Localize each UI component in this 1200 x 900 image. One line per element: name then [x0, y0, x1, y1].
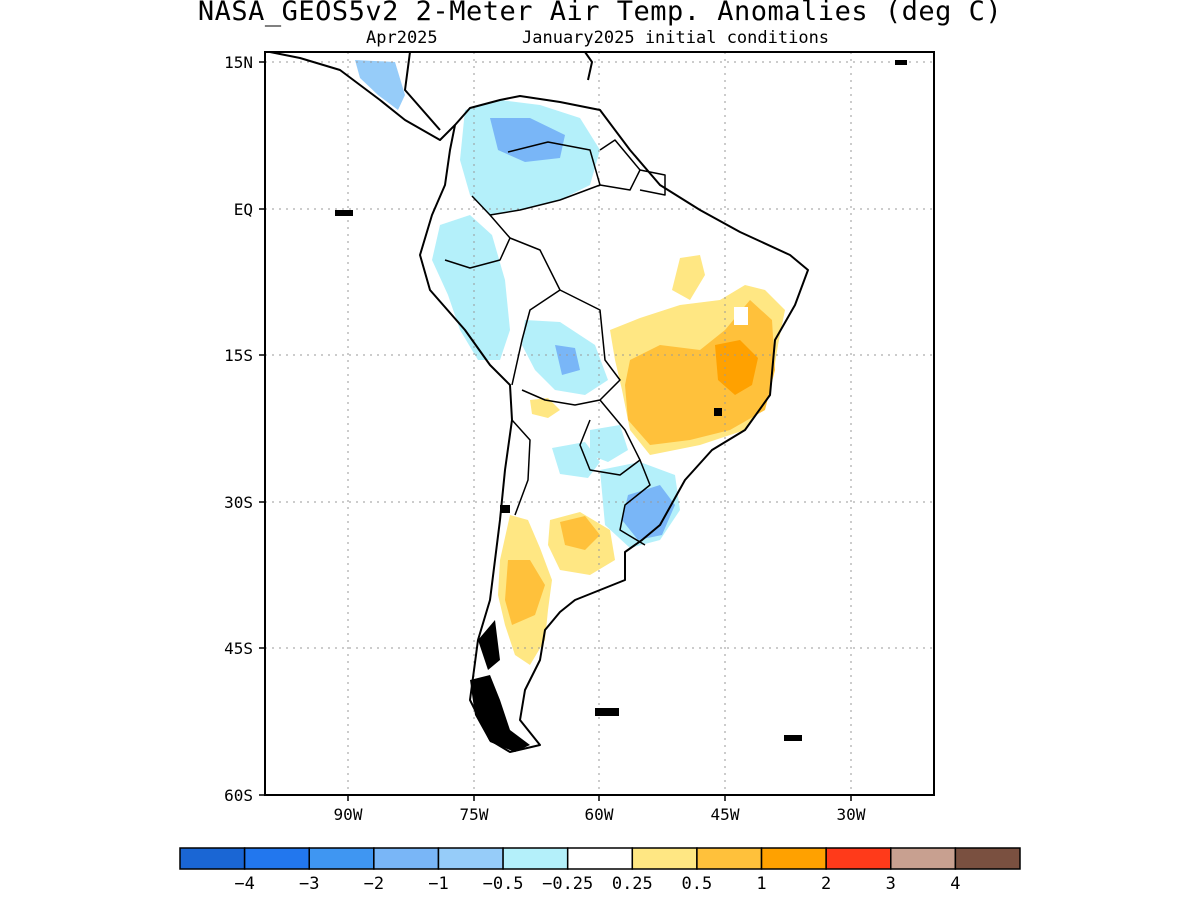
initial-conditions-label: January2025 initial conditions — [522, 28, 830, 48]
lat-label-15n: 15N — [224, 53, 253, 72]
colorbar-swatch — [954, 847, 1021, 870]
lat-label-45s: 45S — [224, 639, 253, 658]
colorbar-swatch — [760, 847, 827, 870]
colorbar-swatch — [243, 847, 310, 870]
coastlines — [269, 52, 809, 753]
lon-label-90w: 90W — [334, 805, 363, 824]
lon-label-30w: 30W — [837, 805, 866, 824]
axis-ticks — [259, 61, 852, 801]
colorbar-label: −1 — [428, 874, 448, 894]
lat-label-60s: 60S — [224, 786, 253, 805]
colorbar: −4 −3 −2 −1 −0.5 −0.25 0.25 0.5 1 2 3 4 — [179, 847, 1021, 894]
lon-label-45w: 45W — [711, 805, 740, 824]
warm-anomaly-chaco — [530, 398, 560, 418]
islands — [335, 60, 907, 752]
lon-label-75w: 75W — [460, 805, 489, 824]
colorbar-label: −2 — [364, 874, 384, 894]
lon-label-60w: 60W — [585, 805, 614, 824]
map-grid — [265, 52, 934, 795]
colorbar-swatch — [696, 847, 763, 870]
colorbar-label: 4 — [950, 874, 960, 894]
colorbar-swatch — [566, 847, 634, 870]
central-america-land — [270, 52, 455, 140]
forecast-month: Apr2025 — [366, 28, 438, 48]
cool-anomaly-colombia-core — [490, 118, 565, 162]
warm-anomaly-brazil-core — [625, 300, 775, 445]
colorbar-label: −0.5 — [483, 874, 524, 894]
chart-title: NASA_GEOS5v2 2-Meter Air Temp. Anomalies… — [197, 0, 1003, 27]
warm-anomaly-brazil-north — [672, 255, 705, 300]
colorbar-label: 2 — [821, 874, 831, 894]
colorbar-swatch — [890, 847, 957, 870]
warm-anomaly-brazil-peak — [715, 340, 758, 395]
colorbar-label: 3 — [886, 874, 896, 894]
colorbar-label: 1 — [756, 874, 766, 894]
cool-anomaly-central-america — [355, 60, 405, 110]
colorbar-label: 0.5 — [682, 874, 713, 894]
colorbar-label: −3 — [299, 874, 319, 894]
missing-data-cell — [734, 307, 748, 325]
colorbar-swatch — [437, 847, 504, 870]
warm-anomaly-patagonia-core — [505, 560, 545, 625]
cool-anomaly-argentina-north — [552, 442, 600, 478]
colorbar-label: −4 — [234, 874, 254, 894]
lat-label-eq: EQ — [234, 200, 253, 219]
colorbar-label: 0.25 — [612, 874, 653, 894]
colorbar-label: −0.25 — [542, 874, 593, 894]
colorbar-swatch — [825, 847, 892, 870]
cool-anomaly-south-brazil-core — [622, 485, 675, 540]
colorbar-swatch — [631, 847, 698, 870]
colorbar-swatch — [179, 847, 246, 870]
colorbar-swatch — [308, 847, 375, 870]
map-area — [270, 52, 808, 752]
cool-anomaly-peru — [432, 215, 510, 360]
lat-label-30s: 30S — [224, 493, 253, 512]
colorbar-swatch — [502, 847, 569, 870]
lat-label-15s: 15S — [224, 346, 253, 365]
colorbar-swatch — [373, 847, 440, 870]
warm-anomaly-pampas-core — [560, 516, 600, 550]
cool-anomaly-bolivia-core — [555, 345, 580, 375]
